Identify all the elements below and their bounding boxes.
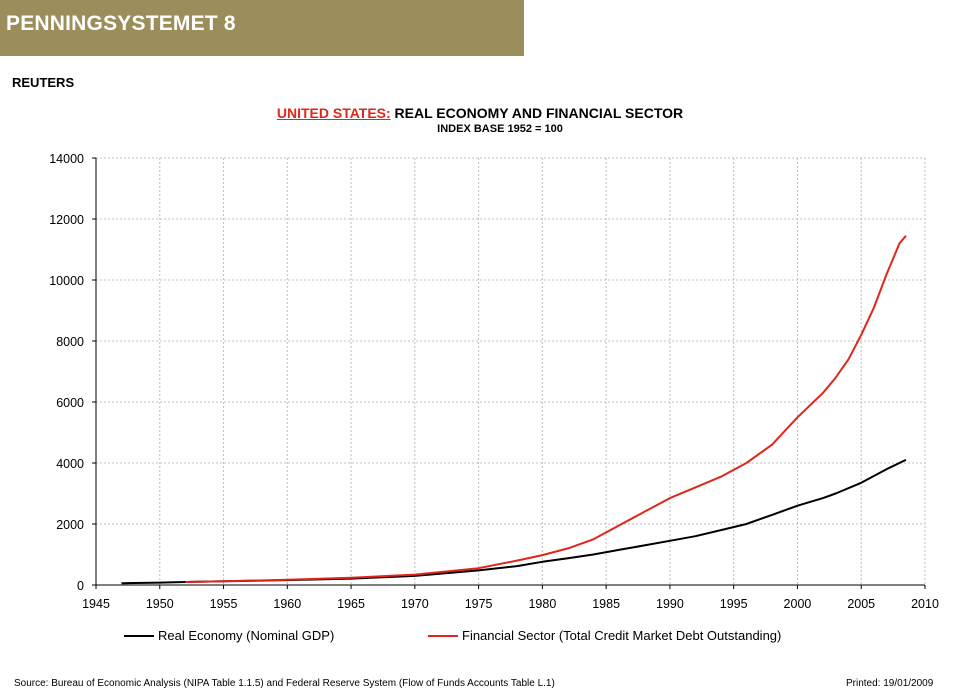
- slide-title: PENNINGSYSTEMET 8: [6, 12, 236, 35]
- printed-date: Printed: 19/01/2009: [846, 678, 934, 689]
- chart-grid: [96, 157, 926, 585]
- x-tick-label: 1945: [82, 597, 110, 611]
- x-tick-label: 2005: [847, 597, 875, 611]
- x-tick-label: 2010: [911, 597, 939, 611]
- legend-item-real-economy: Real Economy (Nominal GDP): [124, 628, 334, 643]
- legend-label-real-economy: Real Economy (Nominal GDP): [158, 628, 335, 643]
- y-tick-label: 8000: [56, 335, 84, 349]
- x-tick-label: 1965: [337, 597, 365, 611]
- chart-series: [121, 235, 907, 585]
- chart-axes: [95, 158, 925, 586]
- y-tick-label: 12000: [49, 213, 84, 227]
- x-tick-label: 1990: [656, 597, 684, 611]
- series-line-financial-sector: [185, 235, 907, 583]
- series-line-real-economy: [121, 458, 907, 585]
- x-tick-label: 1985: [592, 597, 620, 611]
- y-tick-label: 4000: [56, 457, 84, 471]
- chart-ticks: 1945 1950 1955 1960 1965 1970 1975 1980 1985 1990…: [49, 152, 939, 611]
- legend-item-financial-sector: Financial Sector (Total Credit Market De…: [428, 628, 781, 643]
- x-tick-label: 1950: [146, 597, 174, 611]
- legend-label-financial-sector: Financial Sector (Total Credit Market De…: [462, 628, 782, 643]
- x-tick-label: 1960: [273, 597, 301, 611]
- legend-swatch-real-economy: [124, 634, 154, 637]
- x-tick-label: 1980: [528, 597, 556, 611]
- publisher-label: REUTERS: [12, 75, 75, 90]
- x-tick-label: 1995: [720, 597, 748, 611]
- x-tick-label: 1970: [401, 597, 429, 611]
- x-tick-label: 2000: [784, 597, 812, 611]
- x-tick-label: 1975: [465, 597, 493, 611]
- x-tick-label: 1955: [210, 597, 238, 611]
- y-tick-label: 10000: [49, 274, 84, 288]
- y-tick-label: 2000: [56, 518, 84, 532]
- legend-swatch-financial-sector: [428, 634, 458, 637]
- chart-title: UNITED STATES: REAL ECONOMY AND FINANCIA…: [0, 105, 960, 121]
- y-tick-label: 6000: [56, 396, 84, 410]
- chart-subtitle: INDEX BASE 1952 = 100: [437, 123, 563, 135]
- slide-banner: PENNINGSYSTEMET 8: [0, 0, 524, 56]
- chart-title-rest: REAL ECONOMY AND FINANCIAL SECTOR: [390, 105, 684, 121]
- chart-title-country: UNITED STATES:: [276, 105, 391, 121]
- y-tick-label: 14000: [49, 152, 84, 166]
- source-note: Source: Bureau of Economic Analysis (NIP…: [14, 678, 555, 689]
- y-tick-label: 0: [77, 579, 84, 593]
